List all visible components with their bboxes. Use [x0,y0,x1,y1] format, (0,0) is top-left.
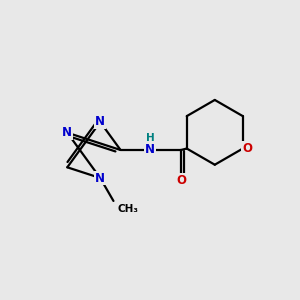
Text: H: H [146,133,154,142]
Text: N: N [95,116,105,128]
Text: N: N [95,172,105,184]
Text: CH₃: CH₃ [118,204,139,214]
Text: N: N [145,143,155,157]
Text: O: O [242,142,252,155]
Text: O: O [176,174,186,188]
Text: N: N [62,126,72,139]
